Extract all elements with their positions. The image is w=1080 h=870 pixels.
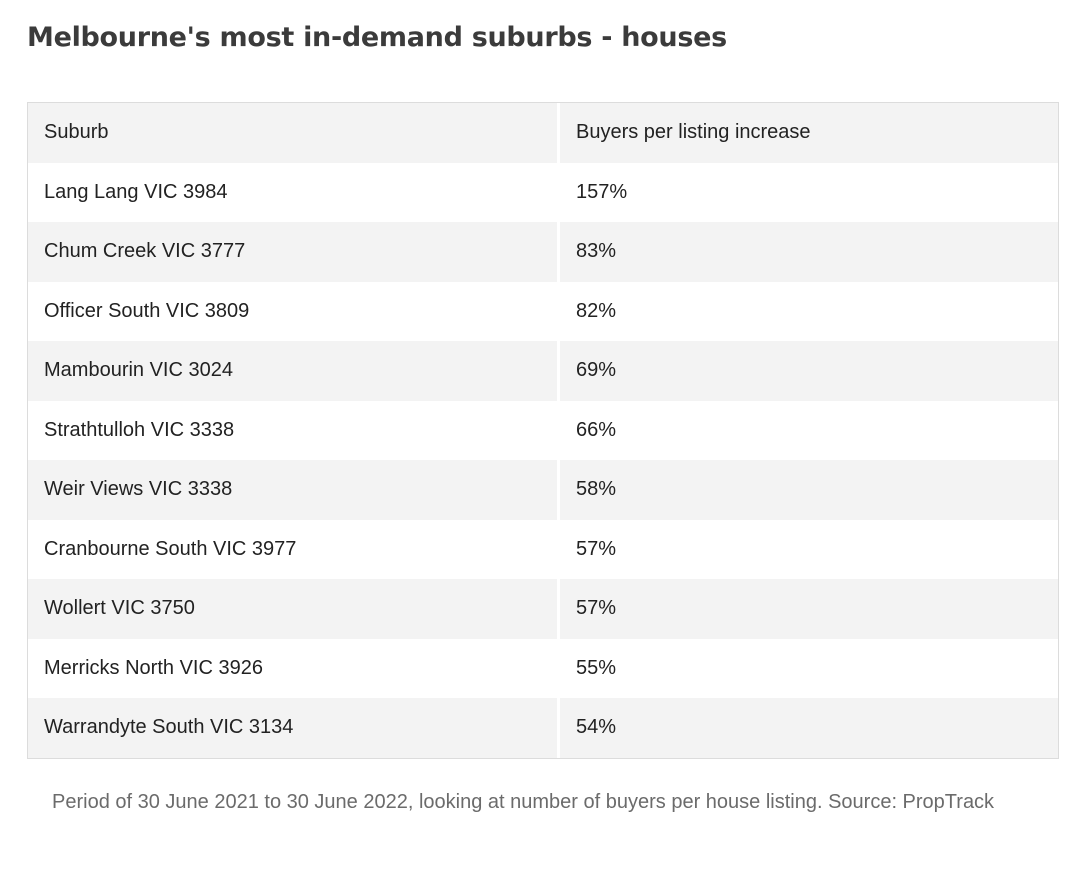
table-row: Strathtulloh VIC 3338 66% — [28, 400, 1058, 460]
suburb-cell: Cranbourne South VIC 3977 — [28, 519, 560, 579]
suburb-cell: Lang Lang VIC 3984 — [28, 162, 560, 222]
column-header-suburb: Suburb — [28, 103, 560, 163]
table-row: Chum Creek VIC 3777 83% — [28, 222, 1058, 282]
increase-cell: 157% — [576, 180, 628, 203]
table-header-row: Suburb Buyers per listing increase — [28, 103, 1058, 163]
suburb-cell: Mambourin VIC 3024 — [28, 341, 560, 401]
increase-cell: 57% — [560, 579, 1058, 639]
increase-cell: 82% — [576, 299, 617, 322]
increase-cell: 66% — [576, 418, 617, 441]
increase-cell: 58% — [560, 460, 1058, 520]
suburb-cell: Wollert VIC 3750 — [28, 579, 560, 639]
increase-cell: 69% — [560, 341, 1058, 401]
suburb-cell: Chum Creek VIC 3777 — [28, 222, 560, 282]
increase-cell: 55% — [576, 656, 617, 679]
suburb-cell: Weir Views VIC 3338 — [28, 460, 560, 520]
increase-cell: 83% — [560, 222, 1058, 282]
table-caption: Period of 30 June 2021 to 30 June 2022, … — [52, 791, 995, 813]
suburb-cell: Merricks North VIC 3926 — [28, 638, 560, 698]
table-row: Mambourin VIC 3024 69% — [28, 341, 1058, 401]
suburb-cell: Strathtulloh VIC 3338 — [28, 400, 560, 460]
column-header-buyers-increase: Buyers per listing increase — [560, 103, 1058, 163]
table-row: Lang Lang VIC 3984 157% — [28, 162, 1058, 222]
page-title: Melbourne's most in-demand suburbs - hou… — [27, 22, 727, 53]
suburb-cell: Officer South VIC 3809 — [28, 281, 560, 341]
data-table: Suburb Buyers per listing increase Lang … — [28, 103, 1058, 758]
table-row: Weir Views VIC 3338 58% — [28, 460, 1058, 520]
increase-cell: 54% — [560, 698, 1058, 758]
table-row: Officer South VIC 3809 82% — [28, 281, 1058, 341]
suburb-cell: Warrandyte South VIC 3134 — [28, 698, 560, 758]
table-row: Wollert VIC 3750 57% — [28, 579, 1058, 639]
increase-cell: 57% — [576, 537, 617, 560]
table-row: Warrandyte South VIC 3134 54% — [28, 698, 1058, 758]
suburb-table: Suburb Buyers per listing increase Lang … — [27, 102, 1059, 759]
table-row: Cranbourne South VIC 3977 57% — [28, 519, 1058, 579]
table-row: Merricks North VIC 3926 55% — [28, 638, 1058, 698]
